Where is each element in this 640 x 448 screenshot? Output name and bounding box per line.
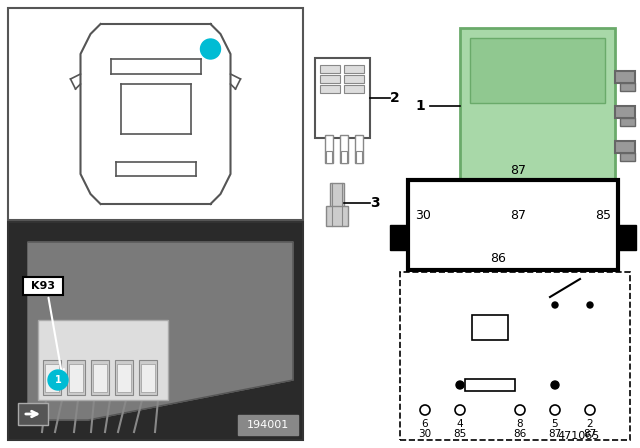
- Circle shape: [550, 405, 560, 415]
- Bar: [620, 153, 635, 161]
- Bar: [341, 151, 347, 163]
- Bar: [320, 75, 340, 83]
- Bar: [460, 28, 615, 183]
- Bar: [615, 141, 635, 153]
- Bar: [23, 277, 63, 295]
- Text: 1: 1: [207, 44, 214, 54]
- Bar: [470, 38, 605, 103]
- Text: 6: 6: [422, 419, 428, 429]
- Text: 471065: 471065: [557, 431, 600, 441]
- Text: K93: K93: [31, 281, 55, 291]
- Bar: [615, 106, 635, 118]
- Bar: [472, 315, 508, 340]
- Bar: [320, 85, 340, 93]
- Bar: [8, 222, 303, 440]
- Text: 86: 86: [513, 429, 527, 439]
- Bar: [356, 151, 362, 163]
- Text: 87: 87: [510, 208, 526, 221]
- Text: 2: 2: [390, 91, 400, 105]
- Text: 194001: 194001: [247, 420, 289, 430]
- Text: 3: 3: [370, 196, 380, 210]
- Circle shape: [552, 302, 558, 308]
- Text: 1: 1: [415, 99, 425, 113]
- Bar: [340, 135, 348, 163]
- Text: 85: 85: [595, 208, 611, 221]
- Circle shape: [420, 405, 430, 415]
- Text: 2: 2: [587, 419, 593, 429]
- Circle shape: [587, 302, 593, 308]
- Text: 30: 30: [419, 429, 431, 439]
- Bar: [45, 364, 59, 392]
- Text: 85: 85: [453, 429, 467, 439]
- Bar: [355, 135, 363, 163]
- Bar: [326, 206, 348, 226]
- Bar: [326, 151, 332, 163]
- Bar: [465, 379, 515, 391]
- Bar: [18, 403, 48, 425]
- Bar: [325, 135, 333, 163]
- Circle shape: [585, 405, 595, 415]
- Text: 4: 4: [457, 419, 463, 429]
- Text: 5: 5: [552, 419, 558, 429]
- Bar: [330, 183, 344, 208]
- Bar: [43, 360, 61, 395]
- Bar: [320, 65, 340, 73]
- Bar: [620, 118, 635, 126]
- Bar: [8, 8, 303, 220]
- Bar: [93, 364, 107, 392]
- Bar: [139, 360, 157, 395]
- Bar: [390, 225, 408, 250]
- Polygon shape: [28, 242, 293, 420]
- Circle shape: [200, 39, 221, 59]
- Text: 86: 86: [490, 251, 506, 264]
- Bar: [91, 360, 109, 395]
- Bar: [238, 415, 298, 435]
- Bar: [69, 364, 83, 392]
- Bar: [38, 320, 168, 400]
- Bar: [620, 83, 635, 91]
- Text: 8: 8: [516, 419, 524, 429]
- Bar: [67, 360, 85, 395]
- Bar: [141, 364, 155, 392]
- Text: 87: 87: [548, 429, 562, 439]
- Bar: [400, 272, 630, 440]
- Bar: [408, 180, 618, 270]
- Bar: [115, 360, 133, 395]
- Text: 30: 30: [415, 208, 431, 221]
- Circle shape: [551, 381, 559, 389]
- Text: 1: 1: [54, 375, 61, 385]
- Circle shape: [48, 370, 68, 390]
- Bar: [618, 225, 636, 250]
- Bar: [344, 75, 364, 83]
- Text: 87: 87: [510, 164, 526, 177]
- Bar: [615, 71, 635, 83]
- Text: 87: 87: [584, 429, 596, 439]
- Circle shape: [515, 405, 525, 415]
- Bar: [117, 364, 131, 392]
- Bar: [344, 65, 364, 73]
- Circle shape: [456, 381, 464, 389]
- Bar: [344, 85, 364, 93]
- Circle shape: [455, 405, 465, 415]
- Bar: [315, 58, 370, 138]
